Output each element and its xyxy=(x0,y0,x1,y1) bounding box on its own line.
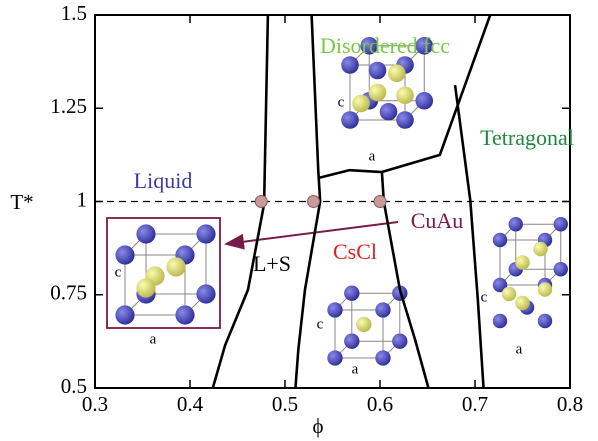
atom xyxy=(396,86,414,105)
phase-label: CuAu xyxy=(411,208,464,233)
phase-boundary xyxy=(211,14,270,389)
atom xyxy=(415,36,434,55)
atom xyxy=(136,278,156,298)
atom xyxy=(196,224,216,244)
cell-axis-label: c xyxy=(338,94,345,110)
atom xyxy=(344,333,360,349)
y-tick-label: 1.5 xyxy=(61,1,87,25)
cell-axis-label: a xyxy=(516,341,523,357)
phase-label: CsCl xyxy=(333,239,377,264)
atom xyxy=(492,232,508,248)
cell-axis-label: a xyxy=(369,148,376,164)
atom xyxy=(352,94,370,113)
atom xyxy=(537,313,553,329)
y-tick-label: 0.5 xyxy=(61,374,87,398)
x-tick-label: 0.4 xyxy=(177,392,204,416)
atom xyxy=(392,333,408,349)
atom xyxy=(533,241,548,257)
crystal xyxy=(341,36,434,129)
phase-boundary xyxy=(453,84,485,389)
atom xyxy=(327,350,343,366)
atom xyxy=(375,302,391,318)
transition-point xyxy=(307,195,320,208)
arrow xyxy=(224,221,399,250)
atom xyxy=(356,316,372,333)
crystal xyxy=(115,224,216,325)
transition-point xyxy=(254,195,268,208)
cuau-box xyxy=(106,217,221,329)
cell-axis-label: c xyxy=(317,316,324,332)
atom xyxy=(341,56,359,74)
phase-label: L+S xyxy=(253,251,291,276)
cell-axis-label: c xyxy=(481,289,488,305)
atom xyxy=(196,284,216,304)
plot-frame xyxy=(94,14,571,389)
atom xyxy=(492,277,508,293)
atom xyxy=(515,295,530,311)
phase-boundary xyxy=(294,14,322,389)
atom xyxy=(537,282,553,297)
transition-point xyxy=(373,195,387,208)
atom xyxy=(368,61,387,80)
x-axis-label: ϕ xyxy=(312,414,323,438)
cell-axis-label: a xyxy=(150,331,157,347)
atom xyxy=(166,257,186,277)
cell-axis-label: a xyxy=(352,361,359,377)
y-axis-label: T* xyxy=(10,190,33,214)
cell-axis-label: c xyxy=(115,264,122,280)
atom xyxy=(360,36,379,55)
atom xyxy=(396,111,414,129)
x-tick-label: 0.5 xyxy=(272,392,298,416)
phase-boundary xyxy=(381,14,492,174)
phase-label: Liquid xyxy=(134,168,193,193)
y-tick-label: 1 xyxy=(77,187,88,211)
atom xyxy=(327,302,343,318)
atom xyxy=(375,350,391,366)
phase-label: Disordered fcc xyxy=(320,33,450,58)
atom xyxy=(344,285,360,301)
x-tick-label: 0.3 xyxy=(82,392,108,416)
atom xyxy=(341,111,359,129)
crystal xyxy=(327,285,408,366)
atom xyxy=(368,83,387,102)
atom xyxy=(175,305,195,325)
crystal xyxy=(492,217,568,329)
atom xyxy=(501,286,517,302)
y-tick-label: 1.25 xyxy=(50,94,87,118)
x-tick-label: 0.8 xyxy=(557,392,583,416)
x-tick-label: 0.7 xyxy=(462,392,488,416)
x-tick-label: 0.6 xyxy=(367,392,393,416)
crystal-frame xyxy=(124,233,207,316)
crystal-frame xyxy=(499,223,562,286)
atom xyxy=(379,102,398,121)
atom xyxy=(553,262,568,277)
atom xyxy=(553,217,568,232)
atom xyxy=(387,64,406,83)
atom xyxy=(415,91,434,110)
y-tick-label: 0.75 xyxy=(50,281,87,305)
phase-label: Tetragonal xyxy=(480,125,574,150)
atom xyxy=(508,217,523,232)
atom xyxy=(515,255,530,270)
atom xyxy=(136,224,156,244)
atom xyxy=(492,313,508,329)
atom xyxy=(115,305,135,325)
atom xyxy=(115,245,135,265)
